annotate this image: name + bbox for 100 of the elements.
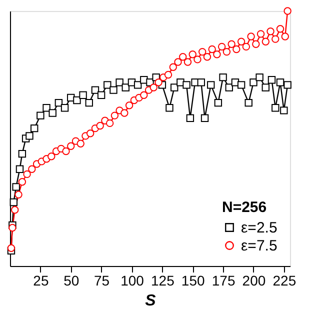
point [28, 165, 36, 173]
point [30, 124, 38, 132]
x-tick-label: 150 [181, 272, 205, 288]
x-tick-label: 100 [120, 272, 144, 288]
point [237, 38, 246, 46]
point [18, 150, 26, 158]
point [222, 48, 231, 56]
point [214, 98, 222, 107]
x-tick-label: 25 [33, 272, 49, 288]
point [256, 73, 264, 82]
point [104, 81, 112, 89]
point [186, 114, 194, 122]
point [237, 81, 246, 89]
point [106, 119, 114, 128]
point [97, 91, 106, 100]
point [166, 104, 174, 112]
point [14, 190, 22, 198]
point [176, 78, 184, 86]
point [67, 142, 75, 150]
point [8, 224, 16, 232]
point [213, 50, 221, 58]
point [244, 98, 252, 107]
point [218, 42, 226, 51]
point [242, 42, 250, 51]
point [11, 206, 19, 214]
point [256, 30, 265, 38]
point [232, 45, 240, 54]
point [284, 7, 292, 15]
point [272, 104, 280, 112]
point [73, 96, 81, 104]
point [281, 32, 289, 40]
point [116, 78, 124, 86]
point [207, 81, 215, 89]
point [272, 35, 280, 43]
point [26, 132, 34, 140]
point [140, 91, 148, 99]
point [36, 112, 44, 120]
point [276, 25, 284, 33]
point [208, 45, 216, 54]
point [276, 78, 284, 86]
point [228, 40, 236, 48]
point [42, 104, 50, 112]
x-axis-title: S [145, 292, 156, 310]
x-tick-label: 75 [94, 272, 110, 288]
point [194, 56, 202, 64]
point [12, 183, 20, 191]
point [23, 170, 31, 178]
point [91, 86, 100, 94]
point [54, 98, 63, 107]
point [219, 73, 227, 82]
point [250, 78, 258, 86]
point [188, 50, 196, 58]
point [48, 109, 56, 117]
point [262, 38, 270, 46]
point [197, 78, 205, 86]
point [10, 198, 18, 206]
point [86, 130, 94, 138]
point [169, 63, 177, 71]
x-tick-label: 200 [242, 272, 266, 288]
point [76, 140, 84, 148]
point [184, 58, 192, 66]
point [79, 91, 87, 100]
point [284, 81, 292, 89]
point [150, 84, 158, 92]
point [247, 32, 255, 40]
point [280, 106, 288, 114]
point [179, 53, 187, 61]
point [120, 109, 128, 117]
point [110, 86, 118, 94]
point [268, 76, 276, 84]
point [62, 147, 70, 156]
x-tick-label: 175 [212, 272, 236, 288]
legend-title: N=256 [222, 199, 267, 216]
point [170, 84, 178, 92]
point [110, 112, 119, 120]
point [200, 114, 209, 122]
point [203, 53, 212, 61]
point [125, 102, 134, 110]
point [134, 81, 142, 89]
x-tick-label: 50 [64, 272, 80, 288]
legend-label: ε=7.5 [241, 238, 278, 254]
point [96, 122, 104, 130]
x-tick-label: 125 [150, 272, 175, 288]
point [154, 78, 162, 86]
point [198, 48, 206, 56]
x-tick-label: 225 [272, 272, 296, 288]
point [18, 178, 26, 186]
point [164, 70, 172, 79]
legend-label: ε=2.5 [241, 220, 278, 236]
point [122, 84, 130, 92]
point [85, 98, 93, 107]
point [16, 165, 24, 173]
point [182, 81, 190, 89]
point [266, 28, 274, 36]
point [7, 244, 16, 252]
point [252, 40, 260, 48]
point [60, 104, 69, 112]
point [174, 58, 182, 66]
point [225, 84, 233, 92]
point [262, 84, 270, 92]
